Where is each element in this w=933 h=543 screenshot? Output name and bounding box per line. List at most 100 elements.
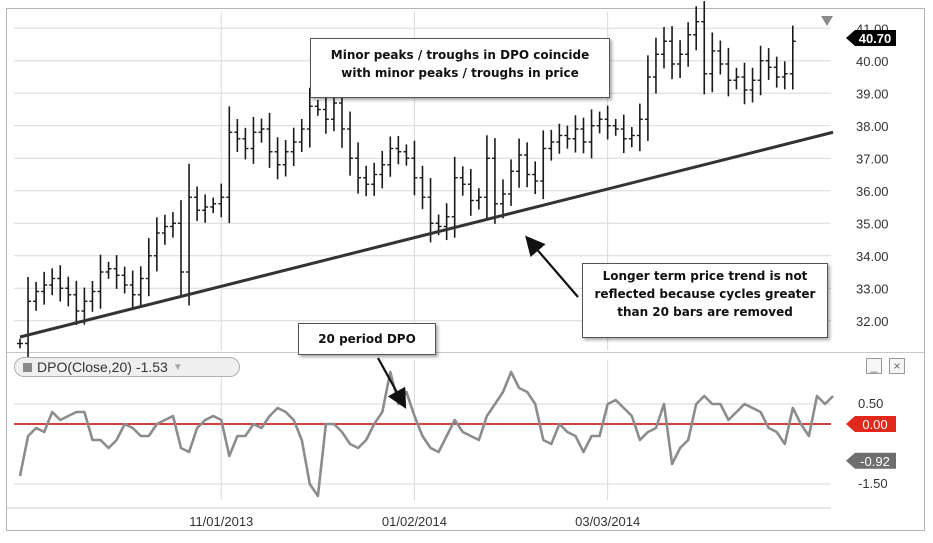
price-bar xyxy=(564,125,571,149)
indicator-tick-label: -1.50 xyxy=(858,476,888,491)
price-bar xyxy=(97,254,104,309)
price-bar xyxy=(540,130,547,200)
price-bar xyxy=(411,140,418,196)
dpo-series xyxy=(14,370,835,498)
price-bar xyxy=(266,112,273,168)
price-bar xyxy=(403,144,410,166)
annotation-arrows xyxy=(377,235,579,409)
price-bar xyxy=(717,40,724,75)
price-bar xyxy=(169,212,176,238)
price-bar xyxy=(781,61,788,90)
price-bar xyxy=(363,165,370,197)
price-bar xyxy=(81,287,88,325)
price-tick-label: 40.00 xyxy=(856,54,889,69)
price-bar xyxy=(290,127,297,167)
x-tick-label: 11/01/2013 xyxy=(189,514,253,529)
price-bar xyxy=(17,338,23,349)
dpo-line xyxy=(18,370,835,498)
price-bar xyxy=(210,197,217,214)
price-bar xyxy=(282,140,289,177)
price-bar xyxy=(145,238,152,297)
last-value-tag xyxy=(846,452,896,469)
price-tick-label: 38.00 xyxy=(856,119,889,134)
price-bar xyxy=(57,265,64,302)
dpo-legend-value: -1.53 xyxy=(135,359,168,375)
price-bar xyxy=(604,105,611,140)
price-bar xyxy=(548,129,555,161)
price-bar xyxy=(789,25,796,90)
price-bar xyxy=(161,214,168,245)
last-price-label: 40.70 xyxy=(859,31,892,46)
dpo-note-arrow xyxy=(377,357,407,409)
price-bar xyxy=(508,159,515,206)
price-bar xyxy=(65,276,72,307)
price-bar xyxy=(419,165,426,210)
price-tick-label: 36.00 xyxy=(856,184,889,199)
chart-frame xyxy=(6,8,925,531)
dpo-note-text: 20 period DPO xyxy=(318,332,416,346)
price-bar xyxy=(741,62,748,105)
indicator-tick-label: 0.50 xyxy=(858,396,883,411)
price-bar xyxy=(379,150,386,189)
price-bar xyxy=(652,37,659,94)
price-bar xyxy=(274,137,281,180)
peaks-note-box: Minor peaks / troughs in DPO coincide wi… xyxy=(310,38,610,98)
price-bar xyxy=(701,1,708,95)
price-bar xyxy=(395,135,402,165)
x-tick-label: 03/03/2014 xyxy=(575,514,640,529)
price-bar xyxy=(178,200,184,296)
price-bar xyxy=(709,32,716,93)
price-bar xyxy=(218,183,225,218)
price-bar xyxy=(628,127,635,148)
price-bar xyxy=(41,271,48,305)
price-bar xyxy=(644,55,651,141)
price-bar xyxy=(129,270,136,310)
down-triangle-icon xyxy=(821,16,833,26)
price-tick-label: 34.00 xyxy=(856,249,889,264)
price-tick-label: 37.00 xyxy=(856,151,889,166)
price-bars xyxy=(17,1,834,368)
zero-tag xyxy=(846,416,896,432)
price-bar xyxy=(524,142,531,188)
price-bar xyxy=(242,127,249,160)
price-bar xyxy=(427,178,434,243)
price-bar xyxy=(757,45,764,96)
price-bar xyxy=(773,56,780,88)
price-bar xyxy=(596,111,603,134)
dpo-legend[interactable]: DPO(Close,20) -1.53 ▼ xyxy=(14,357,240,377)
price-bar xyxy=(153,217,160,272)
trend-note-line-2: reflected because cycles greater xyxy=(594,287,816,301)
price-bar xyxy=(113,255,120,289)
price-bar xyxy=(202,194,209,223)
peaks-note-line-2: with minor peaks / troughs in price xyxy=(341,66,579,80)
price-bar xyxy=(693,6,700,51)
price-bar xyxy=(250,116,257,164)
price-bar xyxy=(451,156,458,238)
price-bar xyxy=(194,186,201,222)
price-bar xyxy=(725,47,732,97)
minimize-button[interactable]: _ xyxy=(866,358,882,374)
last-value-label: -0.92 xyxy=(860,454,890,469)
price-bar xyxy=(556,123,563,154)
price-bar xyxy=(612,118,619,136)
dpo-legend-label: DPO(Close,20) xyxy=(37,359,132,375)
close-button[interactable]: × xyxy=(889,358,905,374)
price-bar xyxy=(620,114,627,154)
price-bar xyxy=(314,99,321,116)
price-bar xyxy=(572,115,579,153)
price-bar xyxy=(226,106,233,224)
trend-note-box: Longer term price trend is not reflected… xyxy=(582,263,828,338)
price-bar xyxy=(25,276,32,368)
price-bar xyxy=(387,136,394,177)
price-bar xyxy=(765,48,772,80)
price-bar xyxy=(677,40,684,79)
price-bar xyxy=(475,188,482,210)
price-bar xyxy=(749,67,756,103)
price-bar xyxy=(298,118,305,153)
price-bar xyxy=(459,166,466,196)
chevron-down-icon[interactable]: ▼ xyxy=(172,361,183,373)
peaks-note-line-1: Minor peaks / troughs in DPO coincide xyxy=(330,48,590,62)
price-bar xyxy=(347,111,354,176)
price-bar xyxy=(33,281,40,311)
